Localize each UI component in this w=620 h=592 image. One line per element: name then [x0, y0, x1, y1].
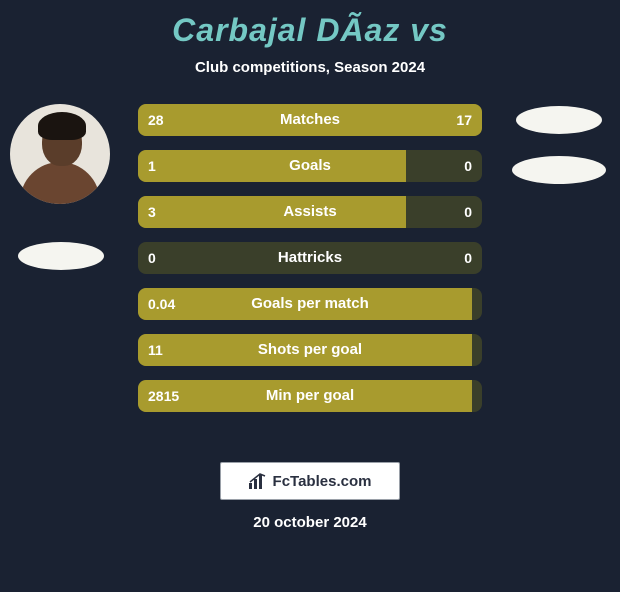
stat-label: Shots per goal [138, 334, 482, 366]
club-logo-right-1 [516, 106, 602, 134]
stat-label: Goals per match [138, 288, 482, 320]
stat-label: Matches [138, 104, 482, 136]
stat-row: 11Shots per goal [138, 334, 482, 366]
club-logo-left [18, 242, 104, 270]
page-title: Carbajal DÃ­az vs [0, 12, 620, 49]
player-avatar [10, 104, 110, 204]
avatar-body-shape [20, 162, 100, 204]
brand-text: FcTables.com [273, 473, 372, 490]
subtitle: Club competitions, Season 2024 [0, 59, 620, 76]
avatar-hair-shape [38, 112, 86, 140]
brand-badge: FcTables.com [220, 462, 400, 500]
stat-bars: 2817Matches 10Goals 30Assists 00Hattricks 0.… [138, 104, 482, 426]
stat-label: Goals [138, 150, 482, 182]
footer-date: 20 october 2024 [0, 514, 620, 531]
chart-icon [249, 473, 267, 489]
stat-row: 0.04Goals per match [138, 288, 482, 320]
stat-row: 2817Matches [138, 104, 482, 136]
stat-label: Min per goal [138, 380, 482, 412]
stat-row: 2815Min per goal [138, 380, 482, 412]
stat-label: Assists [138, 196, 482, 228]
stat-row: 10Goals [138, 150, 482, 182]
stat-row: 00Hattricks [138, 242, 482, 274]
club-logo-right-2 [512, 156, 606, 184]
stat-label: Hattricks [138, 242, 482, 274]
comparison-panel: 2817Matches 10Goals 30Assists 00Hattricks 0.… [0, 104, 620, 444]
stat-row: 30Assists [138, 196, 482, 228]
